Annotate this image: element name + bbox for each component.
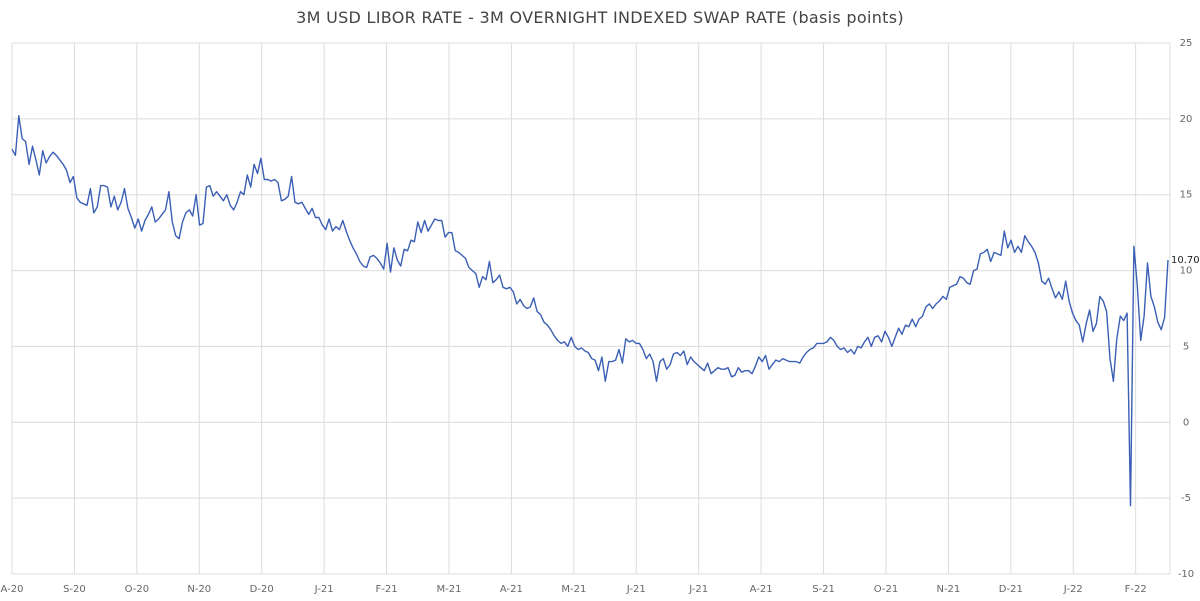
y-tick-label: 15 bbox=[1180, 190, 1193, 201]
x-tick-label: A-21 bbox=[500, 584, 523, 595]
y-axis-ticks: -10 -5 0 5 10 15 20 25 bbox=[1178, 38, 1194, 580]
x-tick-label: D-21 bbox=[999, 584, 1023, 595]
x-tick-label: M-21 bbox=[436, 584, 461, 595]
y-tick-label: -10 bbox=[1178, 569, 1194, 580]
x-tick-label: J-22 bbox=[1063, 584, 1083, 595]
y-tick-label: 20 bbox=[1180, 114, 1193, 125]
x-tick-label: O-20 bbox=[125, 584, 149, 595]
x-tick-label: M-21 bbox=[561, 584, 586, 595]
x-tick-label: S-20 bbox=[63, 584, 86, 595]
label-layer: 10.70 bbox=[1171, 255, 1200, 266]
y-tick-label: 10 bbox=[1180, 266, 1193, 277]
series-layer bbox=[11, 115, 1169, 507]
x-tick-label: A-21 bbox=[750, 584, 773, 595]
x-tick-label: J-21 bbox=[314, 584, 334, 595]
grid bbox=[11, 42, 1171, 575]
chart-title: 3M USD LIBOR RATE - 3M OVERNIGHT INDEXED… bbox=[296, 8, 904, 27]
y-tick-label: 25 bbox=[1180, 38, 1193, 49]
x-tick-label: O-21 bbox=[874, 584, 898, 595]
series-line bbox=[11, 115, 1169, 507]
x-tick-label: N-21 bbox=[936, 584, 960, 595]
x-tick-label: J-21 bbox=[688, 584, 708, 595]
last-value-label: 10.70 bbox=[1171, 255, 1200, 266]
y-tick-label: 5 bbox=[1183, 341, 1189, 352]
x-tick-label: J-21 bbox=[626, 584, 646, 595]
y-tick-label: -5 bbox=[1181, 493, 1191, 504]
y-tick-label: 0 bbox=[1183, 417, 1189, 428]
x-tick-label: F-22 bbox=[1125, 584, 1147, 595]
x-axis-ticks: A-20 S-20 O-20 N-20 D-20 J-21 F-21 M-21 A-21 M-21… bbox=[1, 584, 1147, 595]
x-tick-label: S-21 bbox=[812, 584, 835, 595]
x-tick-label: F-21 bbox=[376, 584, 398, 595]
x-tick-label: D-20 bbox=[250, 584, 274, 595]
x-tick-label: A-20 bbox=[1, 584, 24, 595]
x-tick-label: N-20 bbox=[187, 584, 211, 595]
